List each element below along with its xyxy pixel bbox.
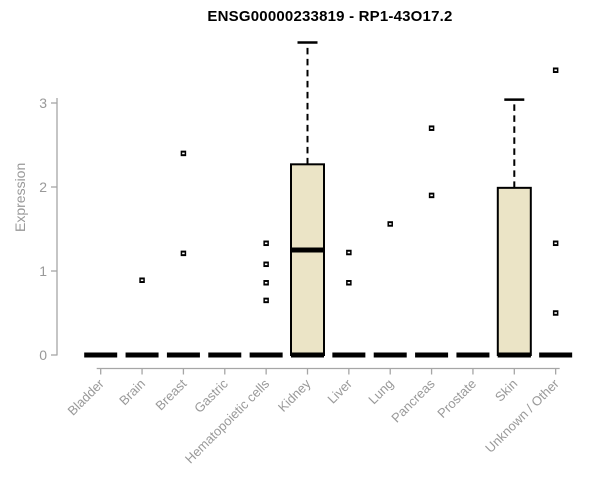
- median-line-unknown-other: [539, 352, 573, 358]
- outlier-point-hole-unknown-other: [554, 69, 557, 72]
- y-tick-label: 1: [39, 263, 47, 279]
- box-kidney: [290, 163, 325, 356]
- outlier-point-hole-pancreas: [430, 194, 433, 197]
- median-line-breast: [166, 352, 200, 358]
- outlier-point-hole-hematopoietic-cells: [264, 281, 268, 284]
- y-tick-label: 2: [39, 179, 47, 195]
- x-tick-label-liver: Liver: [324, 376, 355, 407]
- median-line-bladder: [84, 352, 118, 358]
- outlier-point-hole-breast: [182, 252, 185, 255]
- x-tick-label-prostate: Prostate: [434, 376, 479, 421]
- x-tick-label-breast: Breast: [152, 376, 189, 413]
- outlier-point-hole-lung: [388, 223, 392, 225]
- y-tick-label: 3: [39, 95, 47, 111]
- outlier-point-hole-hematopoietic-cells: [264, 263, 268, 266]
- median-line-lung: [373, 352, 407, 358]
- box-skin: [496, 186, 532, 356]
- x-tick-label-gastric: Gastric: [191, 376, 231, 416]
- outlier-point-hole-breast: [182, 152, 185, 155]
- outlier-point-hole-liver: [347, 251, 351, 254]
- outlier-point-hole-liver: [347, 281, 351, 284]
- median-line-hematopoietic-cells: [249, 352, 283, 358]
- y-tick-label: 0: [39, 347, 47, 363]
- median-line-liver: [332, 352, 366, 358]
- outlier-point-hole-unknown-other: [554, 312, 557, 314]
- x-tick-label-unknown-other: Unknown / Other: [482, 376, 562, 456]
- outlier-point-hole-brain: [140, 279, 144, 282]
- outlier-point-hole-hematopoietic-cells: [264, 242, 268, 245]
- x-tick-label-brain: Brain: [116, 376, 148, 408]
- x-tick-label-bladder: Bladder: [65, 376, 108, 419]
- outlier-point-hole-pancreas: [430, 127, 433, 129]
- zero-line-skin: [497, 352, 531, 358]
- median-line-brain: [125, 352, 159, 358]
- outlier-point-hole-unknown-other: [554, 242, 557, 245]
- median-line-pancreas: [415, 352, 449, 358]
- median-line-prostate: [456, 352, 490, 358]
- x-tick-label-kidney: Kidney: [275, 376, 314, 415]
- x-tick-label-pancreas: Pancreas: [388, 376, 438, 426]
- x-tick-label-skin: Skin: [492, 376, 520, 404]
- median-line-kidney: [291, 247, 324, 253]
- chart-title: ENSG00000233819 - RP1-43O17.2: [207, 8, 453, 25]
- median-line-gastric: [208, 352, 242, 358]
- zero-line-kidney: [291, 352, 324, 358]
- x-tick-label-lung: Lung: [365, 376, 396, 407]
- outlier-point-hole-hematopoietic-cells: [264, 299, 268, 302]
